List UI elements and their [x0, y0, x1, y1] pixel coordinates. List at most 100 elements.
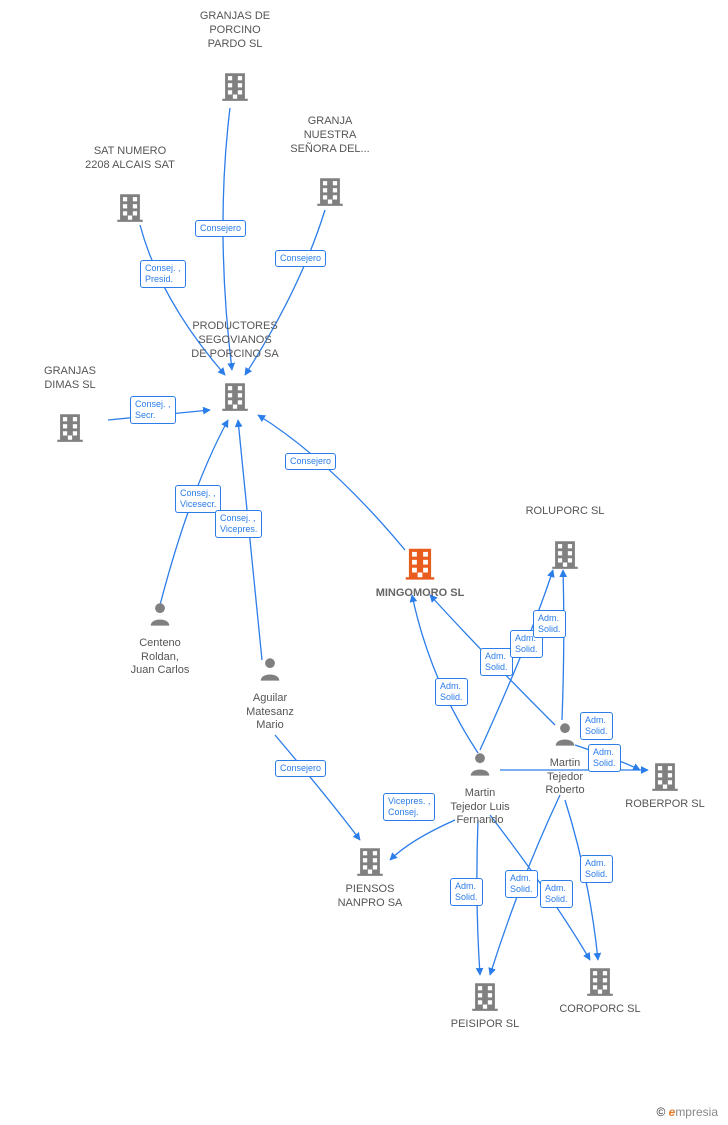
node-mingomoro[interactable]: MINGOMORO SL [365, 540, 475, 601]
edge-label-line: Solid. [440, 692, 463, 702]
node-label-line: COROPORC SL [545, 1003, 655, 1017]
node-label-line: Roberto [520, 784, 610, 798]
building-icon [401, 573, 439, 585]
edge-label-e14: Adm.Solid. [588, 744, 621, 772]
node-label-line: GRANJAS DE [180, 10, 290, 24]
edge-label-line: Vicepres. [220, 524, 257, 534]
edge-label-line: Solid. [510, 884, 533, 894]
edge-label-e17: Adm.Solid. [505, 870, 538, 898]
edge-label-line: Solid. [593, 758, 616, 768]
edge-label-e18: Adm.Solid. [540, 880, 573, 908]
node-coroporc[interactable]: COROPORC SL [545, 960, 655, 1017]
node-label-line: PORCINO [180, 24, 290, 38]
edge-label-line: Consejero [290, 456, 331, 466]
node-label-line: PARDO SL [180, 38, 290, 52]
node-label-line: Fernando [425, 814, 535, 828]
edge-label-line: Adm. [585, 858, 606, 868]
edge-e8 [275, 735, 360, 840]
node-label-line: Tejedor [520, 771, 610, 785]
node-granjas_dimas[interactable]: GRANJASDIMAS SL [25, 365, 115, 449]
node-piensos[interactable]: PIENSOSNANPRO SA [320, 840, 420, 910]
node-label-line: Juan Carlos [110, 664, 210, 678]
edge-label-e4: Consej. ,Secr. [130, 396, 176, 424]
edge-label-e12: Adm.Solid. [533, 610, 566, 638]
node-label-line: Roldan, [110, 651, 210, 665]
node-label-line: NANPRO SA [320, 897, 420, 911]
node-label-line: SAT NUMERO [75, 145, 185, 159]
node-label-line: NUESTRA [280, 129, 380, 143]
building-icon [313, 199, 347, 211]
building-icon [548, 562, 582, 574]
edge-label-line: Adm. [485, 651, 506, 661]
node-aguilar[interactable]: AguilarMatesanzMario [225, 655, 315, 733]
node-label-line: ROLUPORC SL [510, 505, 620, 519]
footer-copyright: © empresia [656, 1105, 718, 1119]
edge-label-e5: Consej. ,Vicesecr. [175, 485, 221, 513]
edge-label-line: Consej. , [180, 488, 216, 498]
node-productores[interactable]: PRODUCTORESSEGOVIANOSDE PORCINO SA [175, 320, 295, 418]
node-label-line: SEGOVIANOS [175, 334, 295, 348]
edge-label-line: Vicesecr. [180, 499, 216, 509]
node-label-line: PIENSOS [320, 883, 420, 897]
edge-label-line: Consejero [200, 223, 241, 233]
edge-label-line: Adm. [585, 715, 606, 725]
node-label-line: GRANJA [280, 115, 380, 129]
edge-label-e8: Consejero [275, 760, 326, 777]
node-label-line: Martin [425, 787, 535, 801]
edge-label-line: Consejero [280, 763, 321, 773]
edge-label-line: Consej. , [220, 513, 256, 523]
edge-label-line: Adm. [545, 883, 566, 893]
building-icon [353, 869, 387, 881]
edge-label-line: Presid. [145, 274, 173, 284]
edge-label-e6: Consej. ,Vicepres. [215, 510, 262, 538]
edge-label-e19: Adm.Solid. [580, 855, 613, 883]
node-label-line: Matesanz [225, 706, 315, 720]
person-icon [551, 743, 579, 755]
edge-label-e16: Adm.Solid. [450, 878, 483, 906]
edge-label-line: Solid. [585, 869, 608, 879]
edge-label-line: Solid. [455, 892, 478, 902]
edge-label-line: Solid. [485, 662, 508, 672]
edge-label-line: Secr. [135, 410, 156, 420]
node-granja_nuestra[interactable]: GRANJANUESTRASEÑORA DEL... [280, 115, 380, 213]
edge-label-line: Consejero [280, 253, 321, 263]
building-icon [583, 989, 617, 1001]
building-icon [218, 94, 252, 106]
node-label-line: GRANJAS [25, 365, 115, 379]
node-roluporc[interactable]: ROLUPORC SL [510, 505, 620, 575]
node-label-line: Centeno [110, 637, 210, 651]
node-label-line: SEÑORA DEL... [280, 143, 380, 157]
node-label-line: ROBERPOR SL [615, 798, 715, 812]
node-label-line: 2208 ALCAIS SAT [75, 159, 185, 173]
node-granjas_porcino[interactable]: GRANJAS DEPORCINOPARDO SL [180, 10, 290, 108]
edge-label-e15: Vicepres. ,Consej. [383, 793, 435, 821]
node-label-line: MINGOMORO SL [365, 587, 475, 601]
node-martin_lf[interactable]: MartinTejedor LuisFernando [425, 750, 535, 828]
node-label-line: PEISIPOR SL [435, 1018, 535, 1032]
person-icon [466, 773, 494, 785]
edge-label-line: Solid. [515, 644, 538, 654]
edge-label-e3: Consejero [275, 250, 326, 267]
edge-label-line: Vicepres. , [388, 796, 430, 806]
building-icon [468, 1004, 502, 1016]
edge-label-line: Adm. [593, 747, 614, 757]
edge-label-line: Solid. [545, 894, 568, 904]
edge-label-line: Adm. [440, 681, 461, 691]
edge-e6 [238, 420, 262, 660]
node-roberpor[interactable]: ROBERPOR SL [615, 755, 715, 812]
edge-e7 [258, 415, 405, 550]
edge-label-line: Adm. [510, 873, 531, 883]
node-label-line: Mario [225, 719, 315, 733]
node-centeno[interactable]: CentenoRoldan,Juan Carlos [110, 600, 210, 678]
edge-label-e2: Consej. ,Presid. [140, 260, 186, 288]
building-icon [113, 215, 147, 227]
edge-label-line: Adm. [538, 613, 559, 623]
node-label-line: DE PORCINO SA [175, 348, 295, 362]
node-sat_numero[interactable]: SAT NUMERO2208 ALCAIS SAT [75, 145, 185, 229]
edge-label-line: Consej. , [135, 399, 171, 409]
node-label-line: Tejedor Luis [425, 801, 535, 815]
edge-label-line: Adm. [455, 881, 476, 891]
edge-label-e13: Adm.Solid. [580, 712, 613, 740]
building-icon [218, 404, 252, 416]
node-peisipor[interactable]: PEISIPOR SL [435, 975, 535, 1032]
